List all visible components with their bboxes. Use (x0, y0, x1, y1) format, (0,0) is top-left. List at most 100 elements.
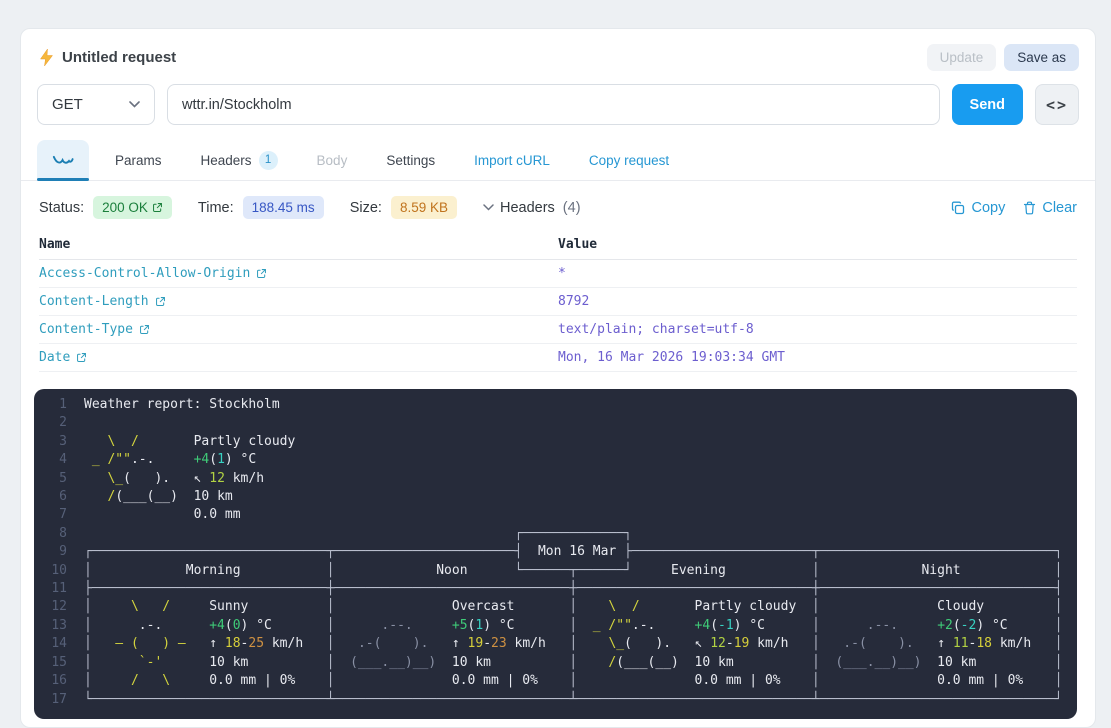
line-number: 9 (41, 543, 67, 561)
url-input[interactable] (167, 84, 940, 125)
size-label: Size: (350, 200, 382, 216)
line-number: 15 (41, 654, 67, 672)
response-line: 8 ┌─────────────┐ (41, 525, 1077, 543)
request-title: Untitled request (62, 49, 176, 66)
copy-request-label: Copy request (589, 153, 669, 168)
response-meta-bar: Status: 200 OK Time: 188.45 ms Size: 8.5… (21, 181, 1095, 219)
tab-body-label: Body (317, 153, 348, 168)
header-table-row: Access-Control-Allow-Origin* (39, 260, 1077, 288)
header-name-link[interactable]: Access-Control-Allow-Origin (39, 266, 558, 281)
external-link-icon (76, 352, 87, 363)
line-text: Weather report: Stockholm (84, 396, 280, 414)
response-line: 11 ├──────────────────────────────┼──────… (41, 580, 1077, 598)
lightning-bolt-icon (39, 49, 54, 66)
response-line: 17 └──────────────────────────────┴──────… (41, 691, 1077, 709)
header-name-link[interactable]: Date (39, 350, 558, 365)
header-name-link[interactable]: Content-Length (39, 294, 558, 309)
line-number: 5 (41, 470, 67, 488)
request-tabs: Params Headers 1 Body Settings Import cU… (21, 140, 1095, 181)
status-label: Status: (39, 200, 84, 216)
response-body-viewer[interactable]: 1 Weather report: Stockholm 23 \ / Partly … (34, 389, 1077, 719)
response-line: 6 /(___(__) 10 km (41, 488, 1077, 506)
copy-request-action[interactable]: Copy request (576, 140, 682, 180)
line-text: │ / \ 0.0 mm | 0% │ 0.0 mm | 0% │ 0.0 mm… (84, 672, 1062, 690)
request-panel: Untitled request Update Save as GET Send… (20, 28, 1096, 728)
header-table-row: Content-Length8792 (39, 288, 1077, 316)
line-text: │ `-' 10 km │ (___.__)__) 10 km │ /(___(… (84, 654, 1062, 672)
line-text: ├──────────────────────────────┼────────… (84, 580, 1062, 598)
tab-headers[interactable]: Headers 1 (188, 140, 291, 180)
update-button[interactable]: Update (927, 44, 997, 71)
line-number: 8 (41, 525, 67, 543)
line-number: 11 (41, 580, 67, 598)
response-line: 14 │ ― ( ) ― ↑ 18-25 km/h │ .-( ). ↑ 19-2… (41, 635, 1077, 653)
response-line: 16│ / \ 0.0 mm | 0% │ 0.0 mm | 0% │ 0.0 … (41, 672, 1077, 690)
time-badge: 188.45 ms (243, 196, 324, 219)
line-text: │ .-. +4(0) °C │ .--. +5(1) °C │ _ /"".-… (84, 617, 1062, 635)
line-text: 0.0 mm (84, 506, 241, 524)
clear-label: Clear (1042, 200, 1077, 216)
header-value: Mon, 16 Mar 2026 19:03:34 GMT (558, 350, 1077, 365)
line-number: 3 (41, 433, 67, 451)
response-line: 1 Weather report: Stockholm (41, 396, 1077, 414)
external-link-icon (139, 324, 150, 335)
headers-toggle-label: Headers (500, 200, 555, 216)
chevron-down-icon (483, 204, 494, 211)
line-number: 7 (41, 506, 67, 524)
copy-icon (951, 201, 965, 215)
tab-settings[interactable]: Settings (373, 140, 448, 180)
tab-params-label: Params (115, 153, 162, 168)
request-bar: GET Send <> (21, 71, 1095, 125)
line-text: _ /"".-. +4(1) °C (84, 451, 256, 469)
line-number: 10 (41, 562, 67, 580)
tab-headers-label: Headers (201, 153, 252, 168)
tab-body[interactable]: Body (304, 140, 361, 180)
import-curl-action[interactable]: Import cURL (461, 140, 563, 180)
response-line: 4 _ /"".-. +4(1) °C (41, 451, 1077, 469)
line-number: 14 (41, 635, 67, 653)
save-as-button[interactable]: Save as (1004, 44, 1079, 71)
external-link-icon (256, 268, 267, 279)
tab-params[interactable]: Params (102, 140, 175, 180)
external-link-icon (155, 296, 166, 307)
header-name-link[interactable]: Content-Type (39, 322, 558, 337)
method-value: GET (52, 96, 83, 113)
line-text: └──────────────────────────────┴────────… (84, 691, 1062, 709)
send-button[interactable]: Send (952, 84, 1023, 125)
line-text: │ ― ( ) ― ↑ 18-25 km/h │ .-( ). ↑ 19-23 … (84, 635, 1062, 653)
line-number: 2 (41, 414, 67, 432)
method-select[interactable]: GET (37, 84, 155, 125)
headers-count: (4) (563, 200, 581, 216)
tab-settings-label: Settings (386, 153, 435, 168)
status-badge[interactable]: 200 OK (93, 196, 172, 219)
line-text: │ Morning │ Noon └──────┬──────┘ Evening… (84, 562, 1062, 580)
response-line: 7 0.0 mm (41, 506, 1077, 524)
headers-count-badge: 1 (259, 151, 278, 170)
bird-logo-icon (52, 154, 74, 167)
column-header-name: Name (39, 237, 558, 252)
header-value: * (558, 266, 1077, 281)
line-text: │ \ / Sunny │ Overcast │ \ / Partly clou… (84, 598, 1062, 616)
response-line: 2 (41, 414, 1077, 432)
line-number: 12 (41, 598, 67, 616)
tab-preview-active[interactable] (37, 140, 89, 180)
status-value: 200 OK (102, 200, 148, 215)
clear-response-button[interactable]: Clear (1023, 200, 1077, 216)
response-line: 15 │ `-' 10 km │ (___.__)__) 10 km │ /(__… (41, 654, 1077, 672)
code-snippet-button[interactable]: <> (1035, 84, 1079, 125)
response-line: 9┌──────────────────────────────┬───────… (41, 543, 1077, 561)
line-number: 17 (41, 691, 67, 709)
response-headers-toggle[interactable]: Headers (4) (483, 200, 581, 216)
response-line: 3 \ / Partly cloudy (41, 433, 1077, 451)
title-row: Untitled request Update Save as (21, 29, 1095, 71)
line-text: \ / Partly cloudy (84, 433, 295, 451)
line-text: /(___(__) 10 km (84, 488, 233, 506)
line-number: 1 (41, 396, 67, 414)
line-number: 13 (41, 617, 67, 635)
header-table-row: DateMon, 16 Mar 2026 19:03:34 GMT (39, 344, 1077, 372)
header-table-row: Content-Typetext/plain; charset=utf-8 (39, 316, 1077, 344)
external-link-icon (152, 202, 163, 213)
copy-label: Copy (971, 200, 1005, 216)
copy-response-button[interactable]: Copy (951, 200, 1005, 216)
import-curl-label: Import cURL (474, 153, 550, 168)
